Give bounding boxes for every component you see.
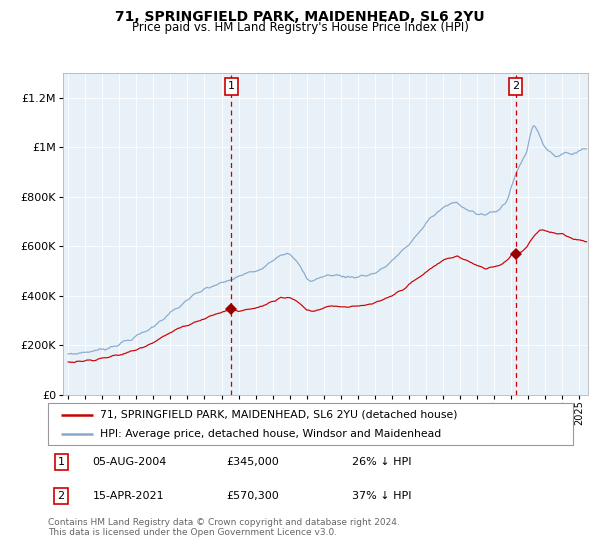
Text: 2: 2 bbox=[58, 491, 65, 501]
Text: HPI: Average price, detached house, Windsor and Maidenhead: HPI: Average price, detached house, Wind… bbox=[101, 430, 442, 439]
Text: 05-AUG-2004: 05-AUG-2004 bbox=[92, 457, 167, 467]
FancyBboxPatch shape bbox=[48, 403, 573, 445]
Text: 2: 2 bbox=[512, 81, 519, 91]
Text: Contains HM Land Registry data © Crown copyright and database right 2024.
This d: Contains HM Land Registry data © Crown c… bbox=[48, 518, 400, 538]
Text: £345,000: £345,000 bbox=[227, 457, 279, 467]
Text: Price paid vs. HM Land Registry's House Price Index (HPI): Price paid vs. HM Land Registry's House … bbox=[131, 21, 469, 34]
Text: 26% ↓ HPI: 26% ↓ HPI bbox=[353, 457, 412, 467]
Text: 71, SPRINGFIELD PARK, MAIDENHEAD, SL6 2YU: 71, SPRINGFIELD PARK, MAIDENHEAD, SL6 2Y… bbox=[115, 10, 485, 24]
Text: £570,300: £570,300 bbox=[227, 491, 279, 501]
Text: 37% ↓ HPI: 37% ↓ HPI bbox=[353, 491, 412, 501]
Text: 71, SPRINGFIELD PARK, MAIDENHEAD, SL6 2YU (detached house): 71, SPRINGFIELD PARK, MAIDENHEAD, SL6 2Y… bbox=[101, 410, 458, 420]
Text: 15-APR-2021: 15-APR-2021 bbox=[92, 491, 164, 501]
Text: 1: 1 bbox=[58, 457, 65, 467]
Text: 1: 1 bbox=[228, 81, 235, 91]
